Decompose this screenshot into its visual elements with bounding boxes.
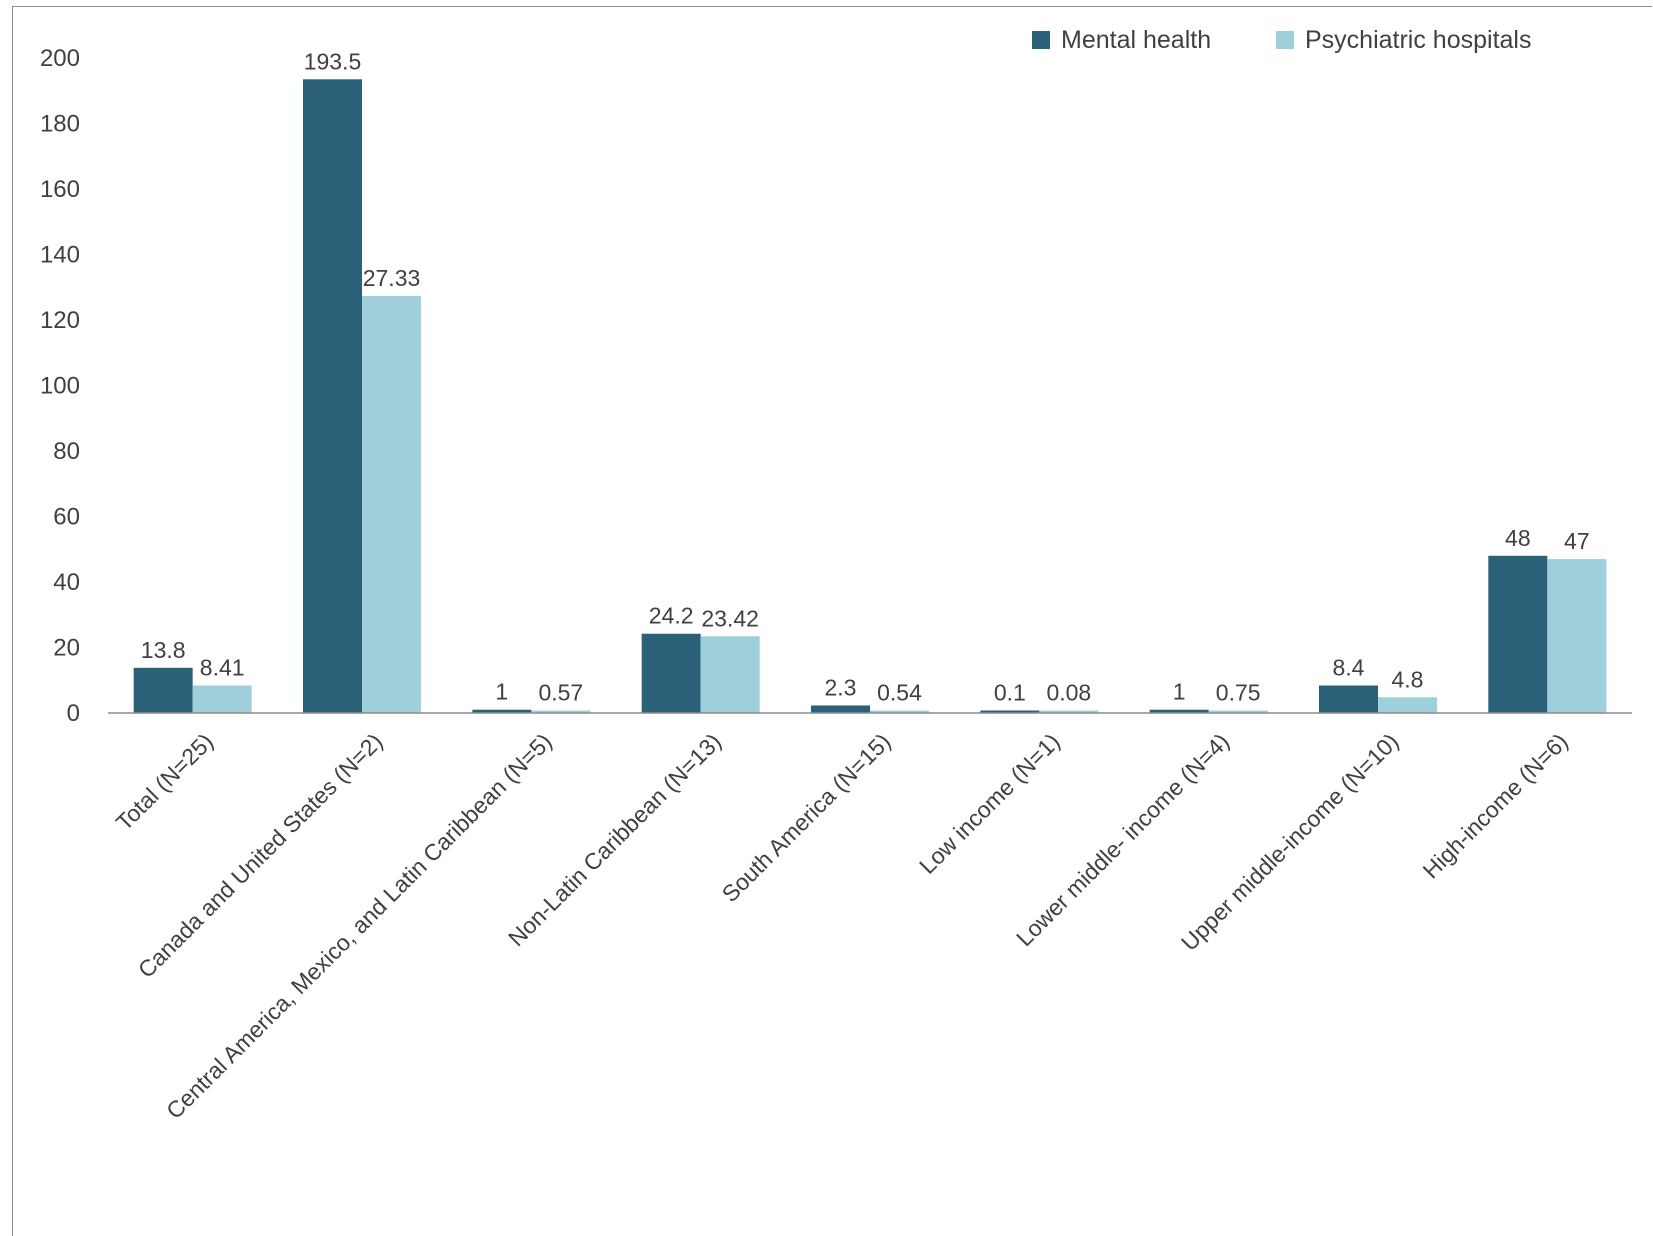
x-category-label-8: High-income (N=6) [1418, 728, 1573, 883]
bar-mental-health-8 [1488, 555, 1548, 713]
data-label-mental-health-6: 1 [1173, 679, 1186, 705]
y-tick-label-100: 100 [40, 373, 80, 400]
bar-psychiatric-hospitals-3 [700, 636, 760, 713]
bar-psychiatric-hospitals-4 [870, 710, 929, 713]
data-label-psychiatric-hospitals-2: 0.57 [538, 680, 583, 706]
bar-psychiatric-hospitals-1 [362, 295, 421, 713]
y-tick-label-80: 80 [53, 438, 80, 465]
legend-swatch-mental-health [1032, 31, 1050, 49]
legend-label-psychiatric-hospitals: Psychiatric hospitals [1305, 26, 1531, 54]
bar-mental-health-1 [303, 79, 362, 714]
bar-psychiatric-hospitals-8 [1547, 559, 1607, 713]
bar-psychiatric-hospitals-6 [1208, 710, 1268, 713]
x-category-label-2: Central America, Mexico, and Latin Carib… [161, 728, 557, 1124]
data-label-mental-health-5: 0.1 [994, 680, 1026, 706]
data-label-psychiatric-hospitals-6: 0.75 [1216, 680, 1261, 706]
bar-psychiatric-hospitals-7 [1378, 697, 1437, 713]
y-tick-label-20: 20 [53, 635, 80, 662]
chart-frame [12, 6, 1652, 1236]
x-category-label-5: Low income (N=1) [914, 728, 1065, 879]
x-category-label-4: South America (N=15) [717, 728, 896, 907]
data-label-mental-health-4: 2.3 [825, 674, 857, 700]
data-label-mental-health-8: 48 [1505, 525, 1531, 551]
bar-mental-health-6 [1149, 709, 1209, 713]
data-label-psychiatric-hospitals-0: 8.41 [200, 654, 245, 680]
data-label-mental-health-2: 1 [495, 679, 508, 705]
data-label-psychiatric-hospitals-1: 27.33 [363, 265, 421, 291]
data-label-mental-health-3: 24.2 [649, 603, 694, 629]
y-tick-label-200: 200 [40, 45, 80, 72]
bar-mental-health-2 [472, 709, 532, 713]
data-label-psychiatric-hospitals-8: 47 [1564, 528, 1590, 554]
bar-mental-health-4 [811, 705, 870, 713]
data-label-mental-health-7: 8.4 [1333, 654, 1365, 680]
data-label-psychiatric-hospitals-3: 23.42 [701, 605, 759, 631]
bars [133, 79, 1607, 714]
data-label-psychiatric-hospitals-4: 0.54 [877, 680, 922, 706]
y-tick-label-160: 160 [40, 176, 80, 203]
data-label-psychiatric-hospitals-7: 4.8 [1392, 666, 1424, 692]
legend-label-mental-health: Mental health [1061, 26, 1211, 54]
bar-psychiatric-hospitals-5 [1039, 710, 1099, 713]
y-tick-label-40: 40 [53, 569, 80, 596]
y-tick-label-60: 60 [53, 504, 80, 531]
y-tick-label-120: 120 [40, 307, 80, 334]
x-axis-category-labels: Total (N=25)Canada and United States (N=… [111, 728, 1573, 1124]
bar-psychiatric-hospitals-2 [531, 710, 591, 713]
bar-mental-health-5 [980, 710, 1040, 713]
bar-mental-health-7 [1319, 685, 1378, 713]
bar-psychiatric-hospitals-0 [192, 685, 252, 713]
bar-mental-health-3 [641, 633, 701, 713]
y-tick-label-0: 0 [67, 700, 80, 727]
y-axis-ticks: 0 20 40 60 80 100 120 140 160 180 200 [40, 45, 80, 727]
x-category-label-0: Total (N=25) [111, 728, 218, 835]
legend: Mental health Psychiatric hospitals [1032, 26, 1531, 54]
y-tick-label-140: 140 [40, 242, 80, 269]
data-label-mental-health-0: 13.8 [141, 637, 186, 663]
legend-swatch-psychiatric-hospitals [1276, 31, 1294, 49]
data-label-psychiatric-hospitals-5: 0.08 [1046, 680, 1091, 706]
data-label-mental-health-1: 193.5 [304, 48, 362, 74]
bar-mental-health-0 [133, 667, 193, 713]
y-tick-label-180: 180 [40, 111, 80, 138]
